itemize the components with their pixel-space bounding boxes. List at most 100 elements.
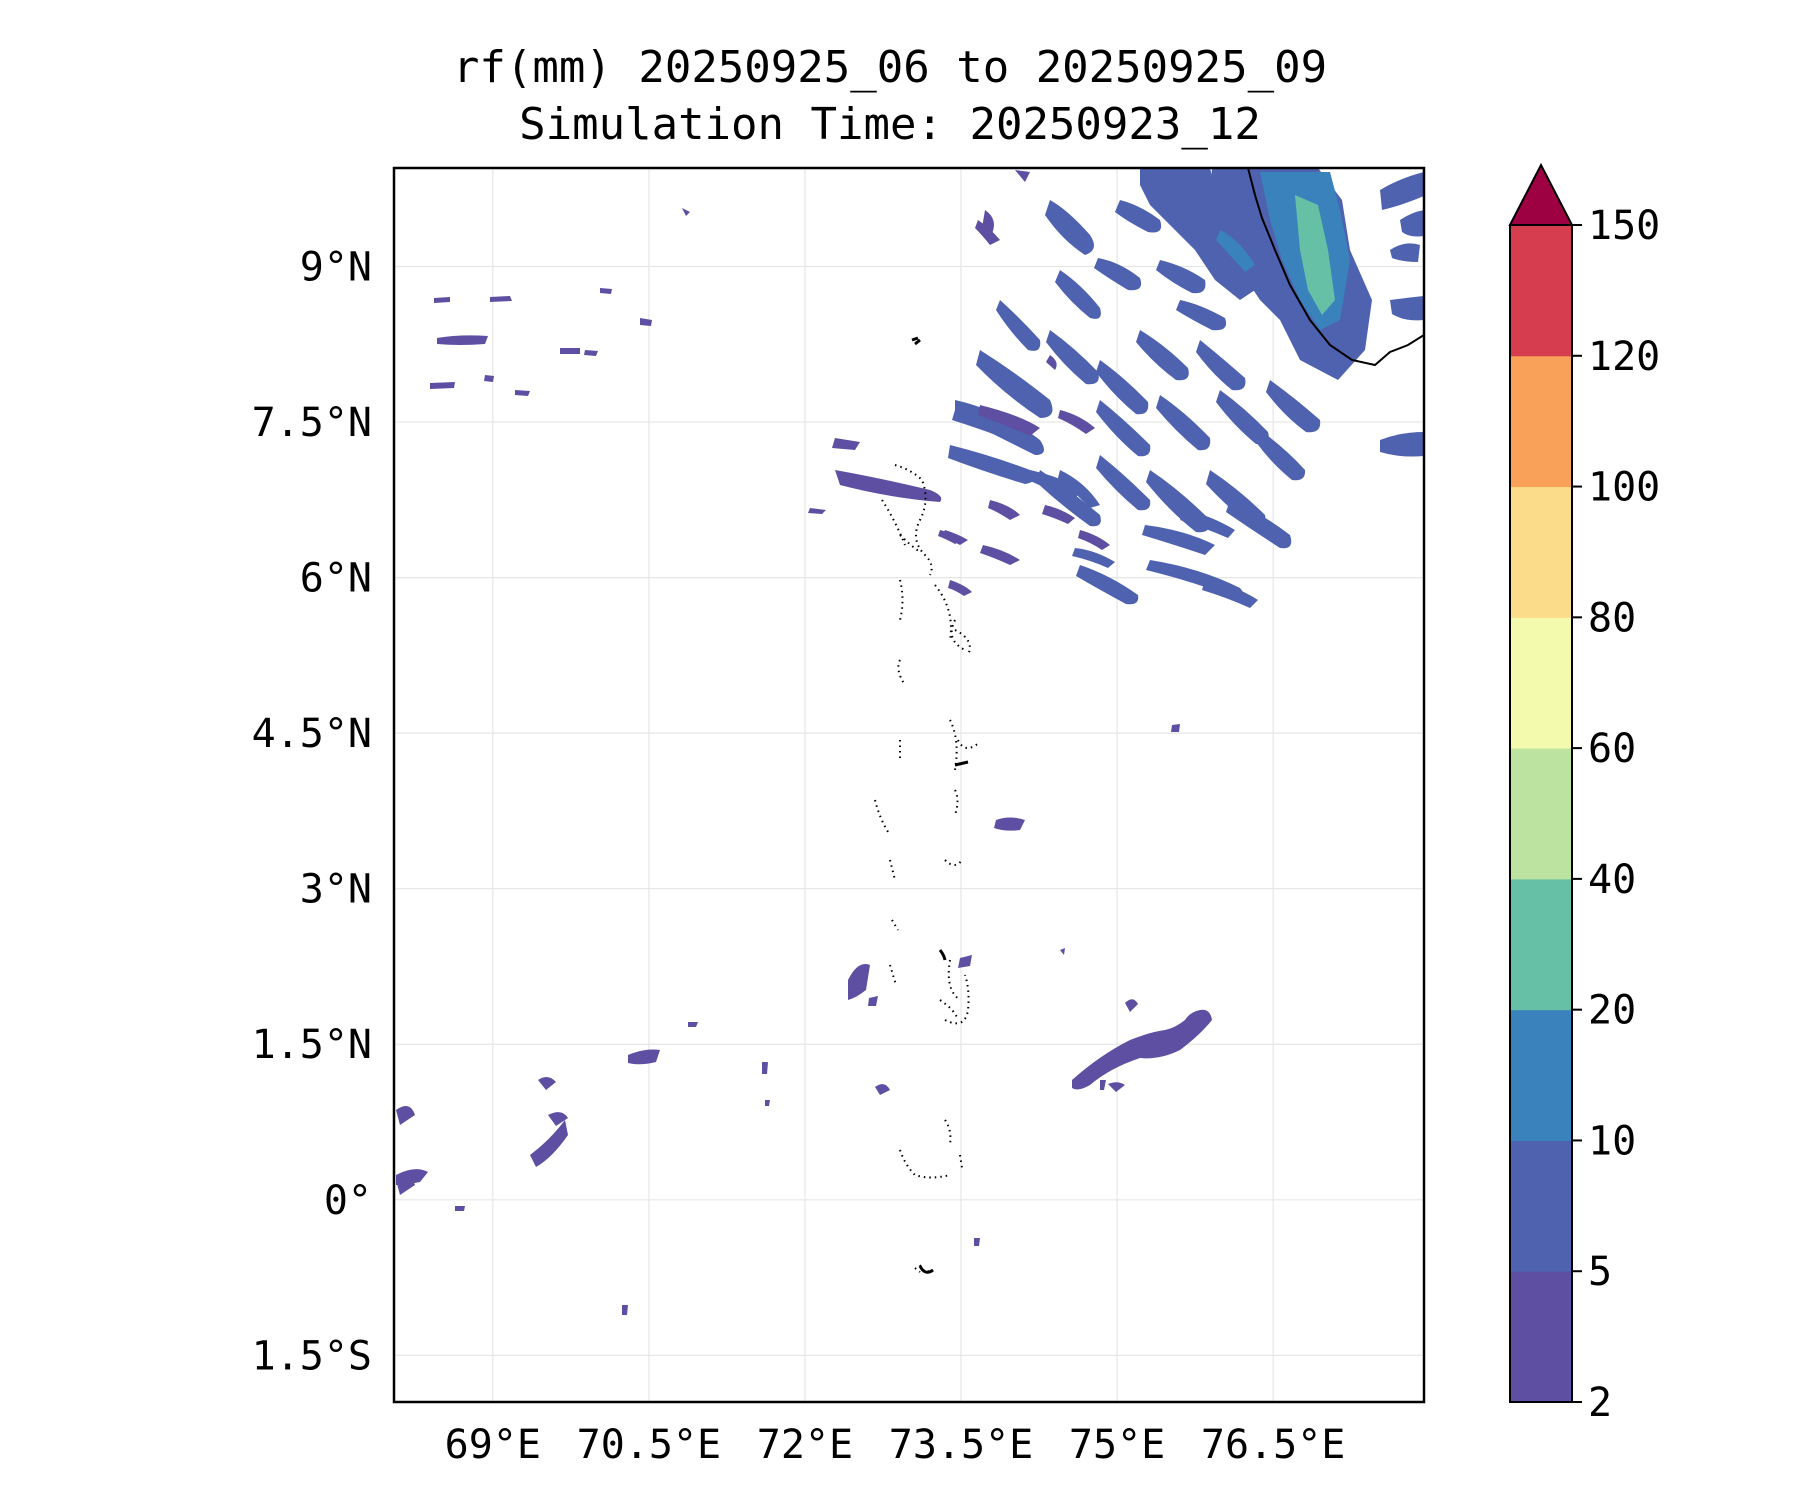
rain-patch (952, 410, 1035, 448)
lat-tick-label: 0° (324, 1178, 372, 1224)
rain-patch (688, 1022, 698, 1027)
rain-patch (1096, 400, 1151, 457)
map-background (394, 168, 1424, 1402)
lat-tick-label: 1.5°N (252, 1022, 372, 1068)
lakshadweep-islands (911, 336, 921, 346)
colorbar-segment (1510, 1271, 1572, 1403)
rain-patch (1072, 548, 1115, 568)
rain-patch (1058, 470, 1100, 508)
rain-patch (434, 297, 450, 303)
rain-patch (1176, 300, 1227, 331)
lat-tick-label: 7.5°N (252, 400, 372, 446)
rain-patch (875, 1084, 890, 1095)
rain-patch (980, 545, 1020, 565)
rain-patch (938, 530, 962, 544)
longitude-labels: 69°E 70.5°E 72°E 73.5°E 75°E 76.5°E (445, 1422, 1346, 1468)
rain-patch (1156, 260, 1206, 294)
rain-patch (868, 996, 878, 1006)
rain-patch (600, 288, 612, 294)
rain-patch (622, 1305, 628, 1315)
rain-patch (1028, 470, 1080, 500)
rain-patch (835, 470, 942, 502)
title-line1: rf(mm) 20250925_06 to 20250925_09 (452, 42, 1328, 93)
rain-patch (548, 1112, 568, 1126)
colorbar-label: 120 (1588, 334, 1660, 380)
lat-tick-label: 4.5°N (252, 711, 372, 757)
atoll-solid (954, 760, 969, 767)
rain-patch (1094, 258, 1142, 291)
rain-patch (948, 580, 972, 596)
lon-tick-label: 72°E (757, 1422, 853, 1468)
colorbar-label: 10 (1588, 1118, 1636, 1164)
lon-tick-label: 73.5°E (889, 1422, 1034, 1468)
rain-patch (1096, 455, 1151, 511)
colorbar: 2 5 10 20 40 60 80 100 120 150 (1508, 162, 1660, 1426)
rain-patch (765, 1100, 770, 1106)
rain-patch (1180, 510, 1235, 538)
rain-patch (1125, 999, 1138, 1012)
rain-patch (1390, 296, 1424, 321)
rain-patch (996, 300, 1041, 351)
colorbar-label: 150 (1588, 203, 1660, 249)
map-frame (392, 166, 1426, 1404)
lon-tick-label: 70.5°E (577, 1422, 722, 1468)
rain-patch (1202, 580, 1258, 608)
colorbar-extend-arrow (1508, 162, 1574, 226)
rain-patch (1058, 410, 1095, 434)
rain-patch (1046, 355, 1057, 370)
maldives-atolls (874, 464, 981, 1273)
rain-patch (1108, 1082, 1125, 1092)
rain-patch (948, 445, 1034, 484)
rain-patch (1140, 168, 1255, 300)
rain-patch (1045, 200, 1094, 255)
rain-patch (848, 964, 870, 1000)
rain-patch (538, 1076, 556, 1090)
lat-tick-label: 3°N (300, 867, 372, 913)
rain-patch (640, 318, 652, 326)
colorbar-segment (1510, 1140, 1572, 1272)
rain-patch (437, 335, 488, 345)
rain-patch (1060, 948, 1065, 955)
atoll-solid (938, 949, 947, 961)
lon-tick-label: 75°E (1069, 1422, 1165, 1468)
rain-patch (976, 350, 1053, 418)
latitude-labels: 9°N 7.5°N 6°N 4.5°N 3°N 1.5°N 0° 1.5°S (252, 245, 372, 1380)
colorbar-label: 40 (1588, 857, 1636, 903)
rain-patch (808, 508, 826, 514)
rain-patch (1115, 200, 1162, 233)
rain-patch (1042, 505, 1075, 524)
rain-patch (490, 296, 512, 302)
rain-patch (1072, 1009, 1212, 1090)
colorbar-label: 60 (1588, 726, 1636, 772)
rain-patch (1136, 330, 1189, 381)
rain-patch (1055, 270, 1101, 319)
rain-patch (628, 1049, 660, 1065)
rain-patch (560, 348, 580, 354)
rain-patch (832, 438, 860, 450)
colorbar-segment (1510, 486, 1572, 618)
rain-patch (994, 817, 1025, 831)
title-line2: Simulation Time: 20250923_12 (519, 99, 1261, 150)
colorbar-label: 5 (1588, 1249, 1612, 1295)
colorbar-segment (1510, 355, 1572, 488)
rain-patch (1015, 170, 1030, 182)
colorbar-segment (1510, 617, 1572, 749)
rain-patch (1400, 210, 1424, 237)
atoll-solid (918, 1265, 934, 1274)
rain-patch (430, 382, 455, 389)
rain-patch (1390, 243, 1420, 262)
rain-patch (1078, 530, 1110, 550)
lat-tick-label: 6°N (300, 556, 372, 602)
rain-patch (484, 375, 494, 382)
rain-patch (1142, 525, 1215, 555)
rain-patch (1076, 565, 1139, 605)
lon-tick-label: 76.5°E (1201, 1422, 1346, 1468)
rain-patch (1295, 195, 1335, 315)
colorbar-frame (1509, 224, 1573, 1403)
rain-patch (975, 220, 1000, 245)
rain-patch (682, 208, 690, 216)
rain-patch (1096, 360, 1149, 415)
rain-patch (455, 1206, 465, 1211)
colorbar-label: 20 (1588, 988, 1636, 1034)
